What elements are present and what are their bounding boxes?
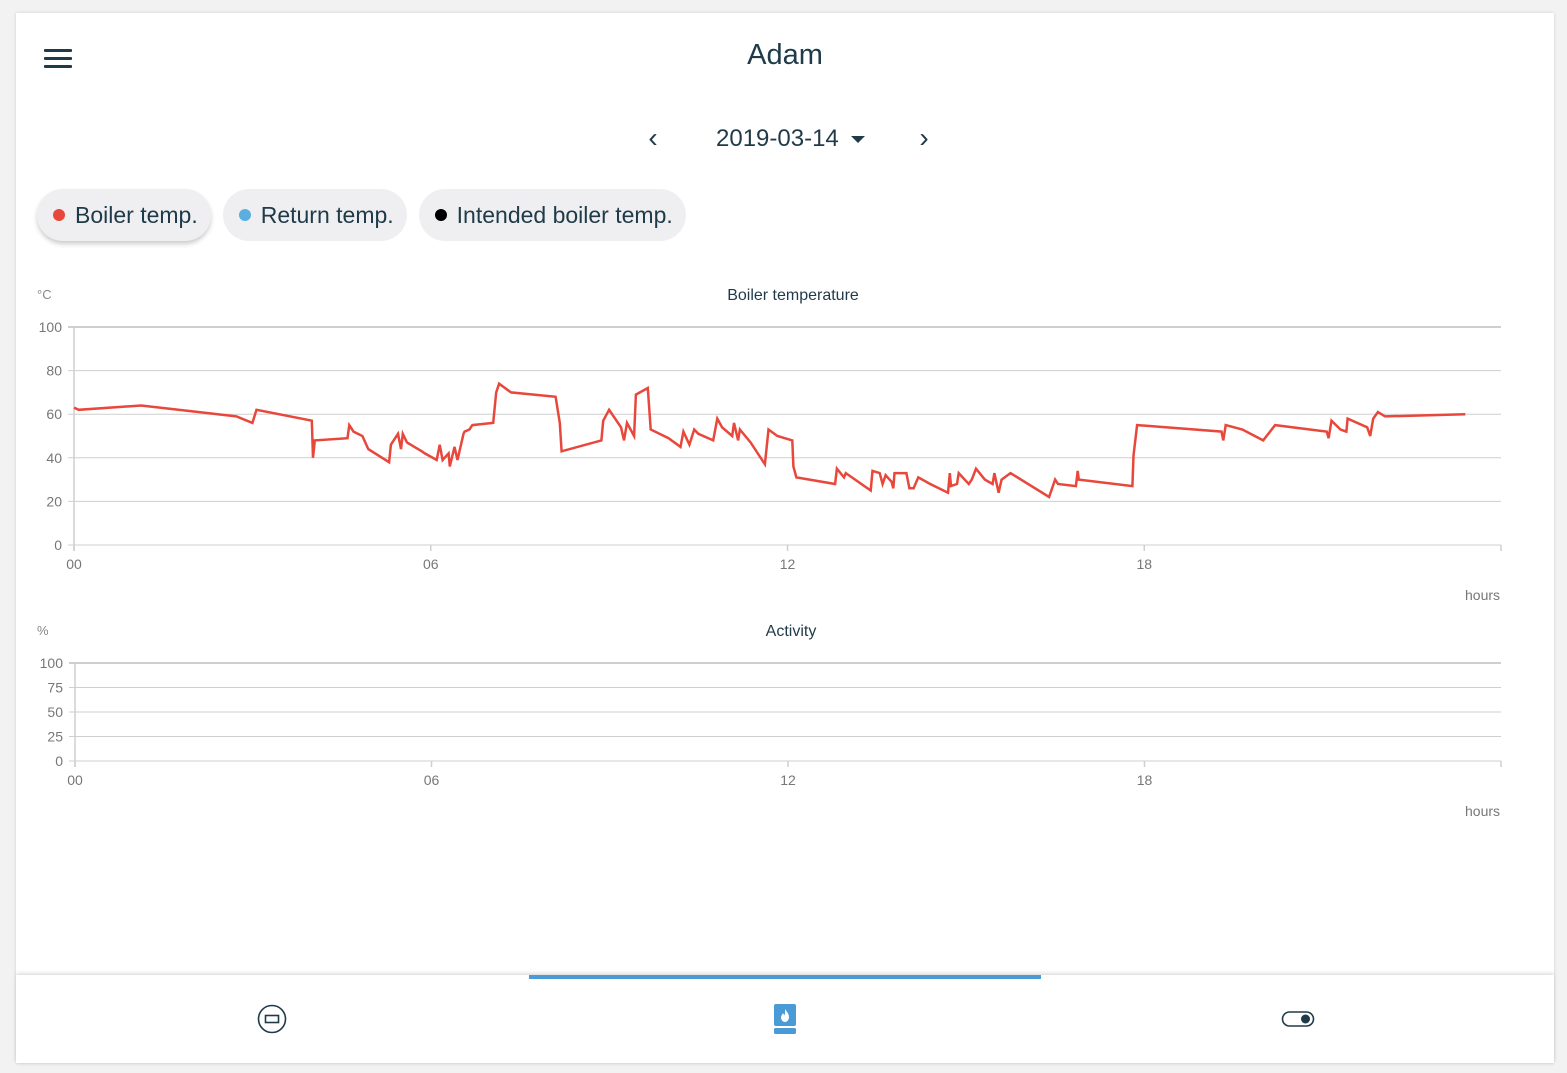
svg-text:00: 00 [67,772,83,788]
date-navigator: ‹ 2019-03-14 › [16,121,1554,157]
svg-text:100: 100 [40,655,64,671]
svg-text:40: 40 [46,450,62,466]
hamburger-menu-icon[interactable] [44,49,72,71]
svg-text:12: 12 [780,556,796,572]
thermostat-tab[interactable] [16,975,528,1063]
chip-boiler-temp[interactable]: Boiler temp. [37,189,211,241]
bottom-navigation [16,975,1554,1063]
svg-text:12: 12 [780,772,796,788]
chip-return-temp[interactable]: Return temp. [222,189,407,241]
series-legend: Boiler temp. Return temp. Intended boile… [37,189,686,241]
thermostat-icon [257,1004,287,1034]
svg-text:18: 18 [1136,556,1152,572]
svg-text:80: 80 [46,363,62,379]
toggle-switch-icon [1281,1011,1315,1027]
svg-text:18: 18 [1137,772,1153,788]
chart-title: Boiler temperature [727,287,859,304]
svg-text:0: 0 [55,753,63,769]
svg-text:50: 50 [47,704,63,720]
activity-chart-plot: 0 25 50 75 100 00 06 12 18 [40,655,1502,788]
chevron-left-icon[interactable]: ‹ [648,122,658,153]
selected-date: 2019-03-14 [716,125,839,152]
blue-dot-icon [238,209,251,221]
svg-text:60: 60 [46,406,62,422]
svg-text:0: 0 [54,537,62,553]
svg-text:25: 25 [47,729,63,745]
chevron-right-icon[interactable]: › [919,122,929,153]
main-card: Adam ‹ 2019-03-14 › Boiler temp. Return … [16,13,1554,975]
svg-text:75: 75 [47,680,63,696]
svg-text:20: 20 [46,493,62,509]
date-dropdown[interactable]: 2019-03-14 [716,121,865,157]
x-axis-label: hours [1465,803,1501,819]
chip-label: Boiler temp. [75,201,198,228]
svg-text:06: 06 [423,556,439,572]
chip-label: Return temp. [260,201,394,228]
switch-tab[interactable] [1042,975,1554,1063]
svg-text:00: 00 [66,556,82,572]
boiler-temperature-chart: °C Boiler temperature 0 20 40 60 80 100 00 06 12… [16,283,1554,603]
y-unit-label: °C [37,287,52,302]
black-dot-icon [434,209,447,221]
chart-title: Activity [765,623,817,640]
svg-text:100: 100 [39,319,63,335]
caret-down-icon [850,136,865,144]
page-title: Adam [747,39,823,71]
chip-intended-boiler-temp[interactable]: Intended boiler temp. [418,189,686,241]
activity-chart: % Activity 0 25 50 75 100 00 06 12 18 hours [16,619,1554,819]
boiler-flame-icon [774,1004,796,1034]
chip-label: Intended boiler temp. [456,201,673,228]
x-axis-label: hours [1465,587,1501,603]
svg-text:06: 06 [424,772,440,788]
y-unit-label: % [37,623,49,638]
boiler-tab[interactable] [529,975,1041,1063]
red-dot-icon [53,209,65,221]
boiler-chart-plot: 0 20 40 60 80 100 00 06 12 18 [39,319,1502,572]
